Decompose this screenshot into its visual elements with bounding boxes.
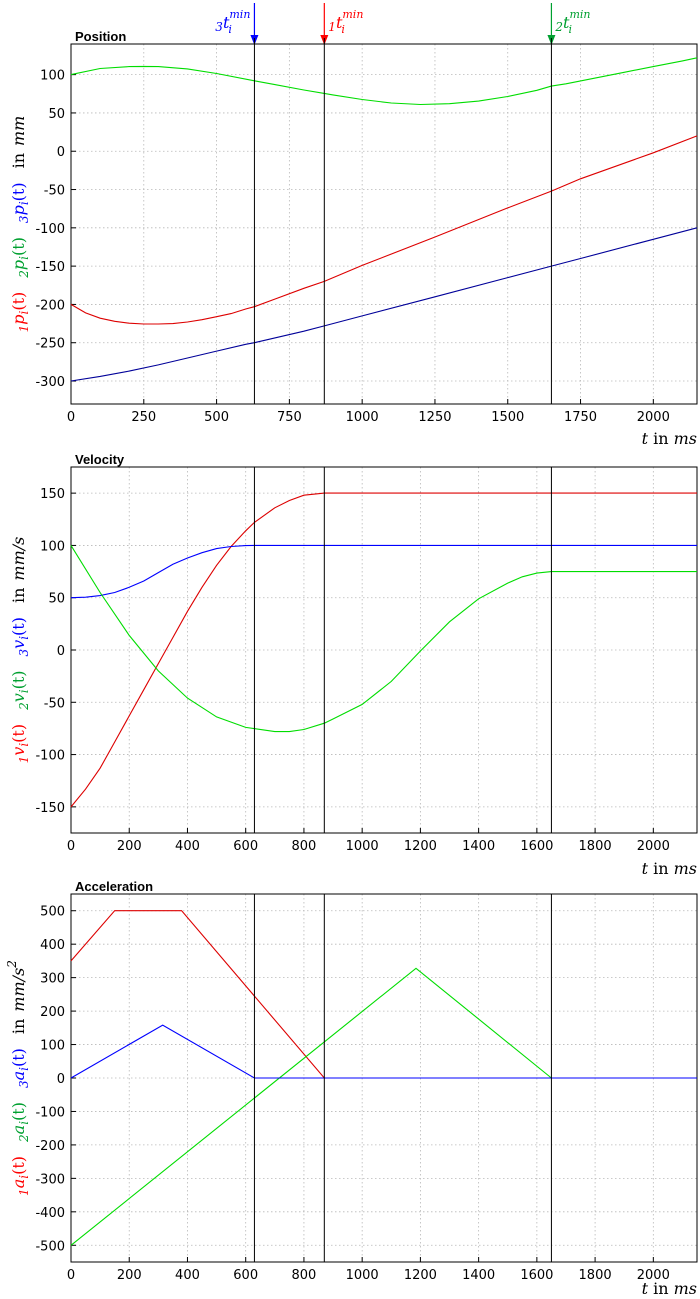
grid	[71, 467, 697, 833]
y-tick-label: -100	[35, 1105, 65, 1120]
y-tick-label: -200	[35, 1139, 65, 1154]
y-tick-label: -100	[35, 222, 65, 237]
x-axis-label: t in ms	[642, 859, 697, 878]
x-tick-label: 200	[117, 839, 142, 854]
series-line-1	[70, 492, 697, 808]
series-line-2	[70, 135, 698, 325]
x-tick-label: 1000	[346, 1268, 379, 1283]
x-tick-label: 250	[131, 410, 156, 425]
x-tick-label: 1000	[346, 410, 379, 425]
y-tick-label: -50	[44, 184, 65, 199]
y-tick-label: 100	[40, 539, 65, 554]
x-tick-label: 800	[292, 1268, 317, 1283]
x-tick-label: 0	[67, 410, 75, 425]
y-tick-label: -100	[35, 749, 65, 764]
y-tick-label: 0	[57, 644, 65, 659]
x-tick-label: 600	[233, 839, 258, 854]
y-tick-label: -400	[35, 1206, 65, 1221]
x-tick-label: 2000	[637, 1268, 670, 1283]
series-line-3	[70, 227, 698, 382]
y-tick-label: 150	[40, 487, 65, 502]
y-tick-label: 50	[48, 592, 65, 607]
y-tick-label: 0	[57, 145, 65, 160]
y-tick-label: 300	[40, 972, 65, 987]
x-tick-label: 2000	[637, 410, 670, 425]
y-tick-label: -300	[35, 375, 65, 390]
y-tick-label: 100	[40, 1039, 65, 1054]
x-tick-label: 0	[67, 1268, 75, 1283]
y-axis-label: 1pi(t)2pi(t)3pi(t)inmm	[9, 116, 31, 333]
series-line-3	[70, 545, 697, 733]
x-tick-label: 1000	[346, 839, 379, 854]
y-tick-label: 50	[48, 107, 65, 122]
vertical-markers: 3tmin i 1tmin i 2tmin i	[215, 3, 591, 45]
marker-label: 1tmin i	[328, 8, 363, 36]
panel-velocity: 0 200 400 600 800 1000 1200 1400 1600 1800 2000-15…	[9, 452, 698, 878]
x-tick-label: 1600	[520, 839, 553, 854]
x-tick-label: 1400	[462, 1268, 495, 1283]
y-tick-label: -250	[35, 337, 65, 352]
x-tick-label: 1600	[520, 1268, 553, 1283]
y-tick-label: -200	[35, 298, 65, 313]
x-tick-label: 1400	[462, 839, 495, 854]
x-tick-label: 1200	[404, 839, 437, 854]
x-tick-label: 1800	[579, 1268, 612, 1283]
axes-frame	[70, 43, 698, 405]
y-tick-label: 200	[40, 1005, 65, 1020]
x-tick-label: 1200	[404, 1268, 437, 1283]
panel-title: Position	[75, 29, 126, 44]
y-tick-label: -150	[35, 801, 65, 816]
x-tick-label: 200	[117, 1268, 142, 1283]
x-tick-label: 1750	[564, 410, 597, 425]
x-tick-label: 1250	[418, 410, 451, 425]
grid	[71, 44, 697, 404]
x-tick-label: 0	[67, 839, 75, 854]
marker-label: 3tmin i	[215, 8, 250, 36]
panel-position: 0 250 500 750 1000 1250 1500 1750 2000-300-250-2…	[9, 29, 698, 448]
x-tick-label: 400	[175, 839, 200, 854]
panel-acceleration: 0 200 400 600 800 1000 1200 1400 1600 1800 2000-50…	[5, 879, 698, 1298]
y-tick-label: -500	[35, 1239, 65, 1254]
panel-title: Acceleration	[75, 879, 153, 894]
x-tick-label: 800	[292, 839, 317, 854]
x-tick-label: 500	[204, 410, 229, 425]
y-axis-label: 1ai(t)2ai(t)3ai(t)inmm/s2	[5, 960, 31, 1196]
x-tick-label: 1800	[579, 839, 612, 854]
y-tick-label: 400	[40, 938, 65, 953]
y-tick-label: -300	[35, 1172, 65, 1187]
x-axis-label: t in ms	[642, 1279, 697, 1298]
x-tick-label: 2000	[637, 839, 670, 854]
x-tick-label: 600	[233, 1268, 258, 1283]
series-line-1	[70, 57, 698, 106]
y-tick-label: -50	[44, 696, 65, 711]
x-tick-label: 750	[277, 410, 302, 425]
y-tick-label: 100	[40, 69, 65, 84]
y-tick-label: 500	[40, 905, 65, 920]
x-tick-label: 1500	[491, 410, 524, 425]
x-axis-label: t in ms	[642, 429, 697, 448]
marker-label: 2tmin i	[554, 8, 590, 36]
panel-title: Velocity	[75, 452, 125, 467]
series-line-3	[70, 1024, 697, 1079]
series-line-2	[70, 967, 697, 1246]
series-line-2	[70, 544, 697, 599]
y-tick-label: -150	[35, 260, 65, 275]
y-tick-label: 0	[57, 1072, 65, 1087]
x-tick-label: 400	[175, 1268, 200, 1283]
y-axis-label: 1vi(t)2vi(t)3vi(t)inmm/s	[9, 537, 31, 764]
